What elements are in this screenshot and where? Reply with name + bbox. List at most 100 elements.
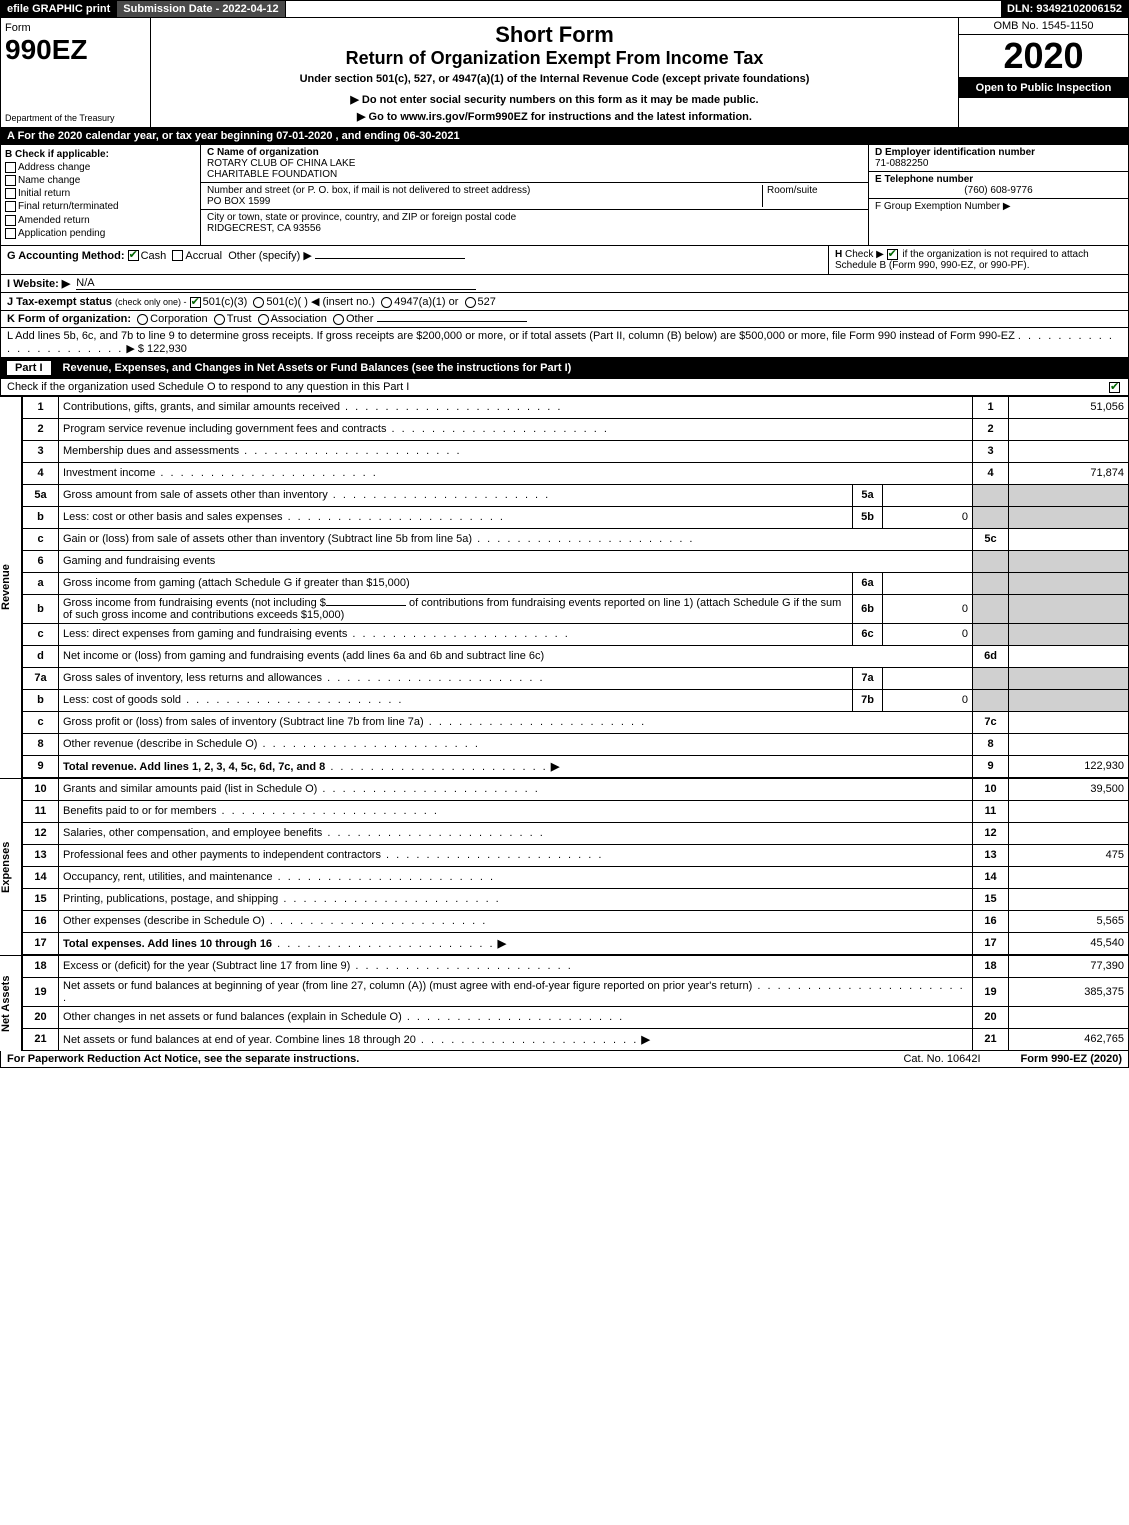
k-label: K Form of organization: (7, 313, 131, 325)
form-word: Form (5, 22, 146, 34)
submission-date-cell: Submission Date - 2022-04-12 (117, 1, 285, 17)
j-501c3-checkbox[interactable] (190, 297, 201, 308)
tax-period-strip: A For the 2020 calendar year, or tax yea… (0, 128, 1129, 145)
l-text: L Add lines 5b, 6c, and 7b to line 9 to … (7, 330, 1015, 342)
expenses-section: Expenses 10Grants and similar amounts pa… (0, 778, 1129, 955)
org-name-1: ROTARY CLUB OF CHINA LAKE (207, 158, 862, 169)
revenue-section: Revenue 1Contributions, gifts, grants, a… (0, 396, 1129, 778)
row-4: 4Investment income471,874 (23, 462, 1129, 484)
row-10: 10Grants and similar amounts paid (list … (23, 778, 1129, 800)
l-amount: $ 122,930 (138, 343, 187, 355)
schedule-o-checkbox[interactable] (1109, 382, 1120, 393)
row-1: 1Contributions, gifts, grants, and simil… (23, 396, 1129, 418)
h-checkbox[interactable] (887, 249, 898, 260)
netassets-vlabel: Net Assets (0, 955, 22, 1051)
city-label: City or town, state or province, country… (207, 212, 862, 223)
part1-title: Revenue, Expenses, and Changes in Net As… (63, 362, 572, 374)
city-value: RIDGECREST, CA 93556 (207, 223, 862, 234)
phone-value: (760) 608-9776 (875, 185, 1122, 196)
e-label: E Telephone number (875, 174, 1122, 185)
k-corp-label: Corporation (150, 313, 207, 325)
j-4947-radio[interactable] (381, 297, 392, 308)
j-527-label: 527 (478, 296, 496, 308)
accrual-checkbox[interactable] (172, 250, 183, 261)
row-18: 18Excess or (deficit) for the year (Subt… (23, 955, 1129, 977)
omb-number: OMB No. 1545-1150 (959, 18, 1128, 35)
revenue-table: 1Contributions, gifts, grants, and simil… (22, 396, 1129, 778)
footer-left: For Paperwork Reduction Act Notice, see … (7, 1053, 359, 1065)
row-20: 20Other changes in net assets or fund ba… (23, 1006, 1129, 1028)
k-assoc-radio[interactable] (258, 314, 269, 325)
org-name-2: CHARITABLE FOUNDATION (207, 169, 862, 180)
h-check-text: Check ▶ (845, 249, 884, 260)
row-21: 21Net assets or fund balances at end of … (23, 1028, 1129, 1050)
row-3: 3Membership dues and assessments3 (23, 440, 1129, 462)
main-title: Return of Organization Exempt From Incom… (159, 48, 950, 69)
j-label: J Tax-exempt status (7, 296, 112, 308)
form-header: Form 990EZ Department of the Treasury Sh… (0, 18, 1129, 128)
row-5a: 5aGross amount from sale of assets other… (23, 484, 1129, 506)
part1-check-note: Check if the organization used Schedule … (0, 379, 1129, 396)
dln-cell: DLN: 93492102006152 (1001, 1, 1128, 17)
k-other-radio[interactable] (333, 314, 344, 325)
website-value: N/A (76, 277, 476, 290)
top-bar: efile GRAPHIC print Submission Date - 20… (0, 0, 1129, 18)
k-trust-radio[interactable] (214, 314, 225, 325)
goto-link[interactable]: ▶ Go to www.irs.gov/Form990EZ for instru… (159, 110, 950, 123)
expenses-table: 10Grants and similar amounts paid (list … (22, 778, 1129, 955)
row-2: 2Program service revenue including gover… (23, 418, 1129, 440)
f-label: F Group Exemption Number ▶ (875, 201, 1122, 212)
part1-tag: Part I (7, 361, 51, 375)
gross-receipts-row: L Add lines 5b, 6c, and 7b to line 9 to … (0, 328, 1129, 358)
open-to-public: Open to Public Inspection (959, 78, 1128, 98)
row-6: 6Gaming and fundraising events (23, 550, 1129, 572)
right-column: D Employer identification number 71-0882… (868, 145, 1128, 245)
website-row: I Website: ▶ N/A (0, 275, 1129, 293)
revenue-vlabel: Revenue (0, 396, 22, 778)
row-6a: aGross income from gaming (attach Schedu… (23, 572, 1129, 594)
j-501c3-label: 501(c)(3) (203, 296, 248, 308)
k-corp-radio[interactable] (137, 314, 148, 325)
k-other-label: Other (346, 313, 374, 325)
tax-year: 2020 (959, 35, 1128, 78)
row-5b: bLess: cost or other basis and sales exp… (23, 506, 1129, 528)
cash-checkbox[interactable] (128, 250, 139, 261)
accounting-row: G Accounting Method: Cash Accrual Other … (0, 246, 1129, 275)
check-header: B Check if applicable: (5, 149, 196, 160)
street-value: PO BOX 1599 (207, 196, 762, 207)
c-label: C Name of organization (207, 147, 862, 158)
schedule-o-note: Check if the organization used Schedule … (7, 381, 409, 393)
footer-mid: Cat. No. 10642I (903, 1053, 980, 1065)
expenses-vlabel: Expenses (0, 778, 22, 955)
check-name[interactable]: Name change (5, 175, 196, 186)
efile-print-cell[interactable]: efile GRAPHIC print (1, 1, 117, 17)
check-amended[interactable]: Amended return (5, 215, 196, 226)
ein-value: 71-0882250 (875, 158, 1122, 169)
room-label: Room/suite (762, 185, 862, 207)
check-pending[interactable]: Application pending (5, 228, 196, 239)
j-501c-radio[interactable] (253, 297, 264, 308)
k-trust-label: Trust (227, 313, 252, 325)
row-19: 19Net assets or fund balances at beginni… (23, 977, 1129, 1006)
k-assoc-label: Association (271, 313, 327, 325)
page-footer: For Paperwork Reduction Act Notice, see … (0, 1051, 1129, 1068)
under-section: Under section 501(c), 527, or 4947(a)(1)… (159, 73, 950, 85)
h-label: H (835, 249, 842, 260)
accrual-label: Accrual (185, 250, 222, 262)
row-13: 13Professional fees and other payments t… (23, 844, 1129, 866)
footer-right: Form 990-EZ (2020) (1021, 1053, 1122, 1065)
g-label: G Accounting Method: (7, 250, 125, 262)
row-7a: 7aGross sales of inventory, less returns… (23, 667, 1129, 689)
j-note: (check only one) - (115, 297, 187, 307)
check-final[interactable]: Final return/terminated (5, 201, 196, 212)
d-label: D Employer identification number (875, 147, 1122, 158)
check-address[interactable]: Address change (5, 162, 196, 173)
row-17: 17Total expenses. Add lines 10 through 1… (23, 932, 1129, 954)
row-7c: cGross profit or (loss) from sales of in… (23, 711, 1129, 733)
dept-label: Department of the Treasury (5, 113, 146, 123)
check-initial[interactable]: Initial return (5, 188, 196, 199)
row-16: 16Other expenses (describe in Schedule O… (23, 910, 1129, 932)
j-527-radio[interactable] (465, 297, 476, 308)
ssn-warning: ▶ Do not enter social security numbers o… (159, 93, 950, 106)
row-11: 11Benefits paid to or for members11 (23, 800, 1129, 822)
